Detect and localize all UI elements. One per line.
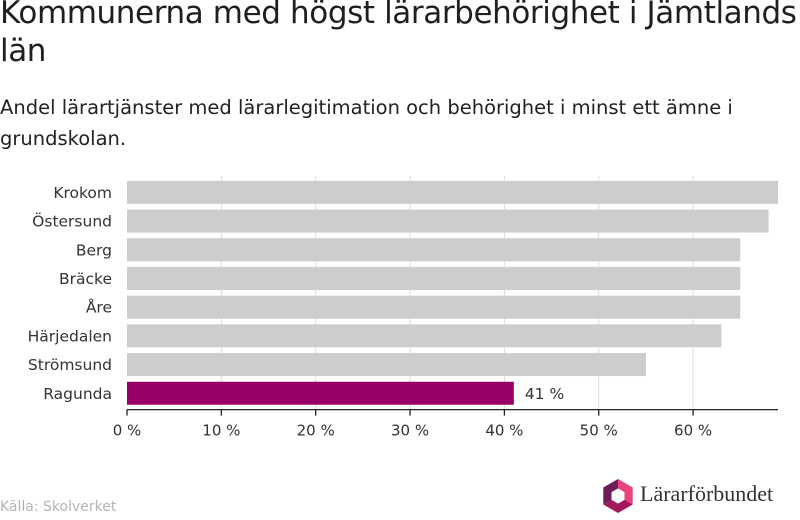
category-label: Ragunda [43,385,112,403]
x-tick-label: 10 % [202,422,240,440]
bar [127,209,769,233]
logo-segment [603,499,633,513]
bar [127,353,646,377]
bar [127,180,778,204]
bar [127,295,741,319]
source-note: Källa: Skolverket [0,499,117,515]
x-tick-label: 20 % [297,422,335,440]
x-tick-label: 40 % [485,422,523,440]
chart-subtitle: Andel lärartjänster med lärarlegitimatio… [0,96,733,150]
chart-title: Kommunerna med högst lärarbehörighet i J… [0,0,797,69]
logo-segment [618,479,633,505]
logo-segment [603,479,618,505]
category-label: Åre [86,298,112,317]
logo-text: Lärarförbundet [640,481,774,506]
x-tick-label: 30 % [391,422,429,440]
x-tick-label: 60 % [674,422,712,440]
x-tick-label: 50 % [580,422,618,440]
category-label: Östersund [32,212,112,231]
brand-logo: Lärarförbundet [600,476,800,516]
bar [127,381,514,405]
category-label: Krokom [53,184,112,202]
hexagon-logo-icon [603,479,633,513]
logo-center [611,488,625,504]
category-label: Bräcke [59,270,112,288]
x-axis: 0 % 10 % 20 % 30 % 40 % 50 % 60 % [113,408,778,440]
category-label: Berg [76,241,112,259]
category-labels: Krokom Östersund Berg Bräcke Åre Härjedalen St… [28,184,565,403]
x-tick-label: 0 % [113,422,142,440]
bar [127,238,741,262]
bars [127,180,778,405]
bar-chart: Krokom Östersund Berg Bräcke Åre Härjedalen St… [28,176,778,440]
category-label: Strömsund [28,356,112,374]
category-label: Härjedalen [28,327,112,345]
bar [127,266,741,290]
bar [127,324,722,348]
data-label: 41 % [525,385,564,403]
